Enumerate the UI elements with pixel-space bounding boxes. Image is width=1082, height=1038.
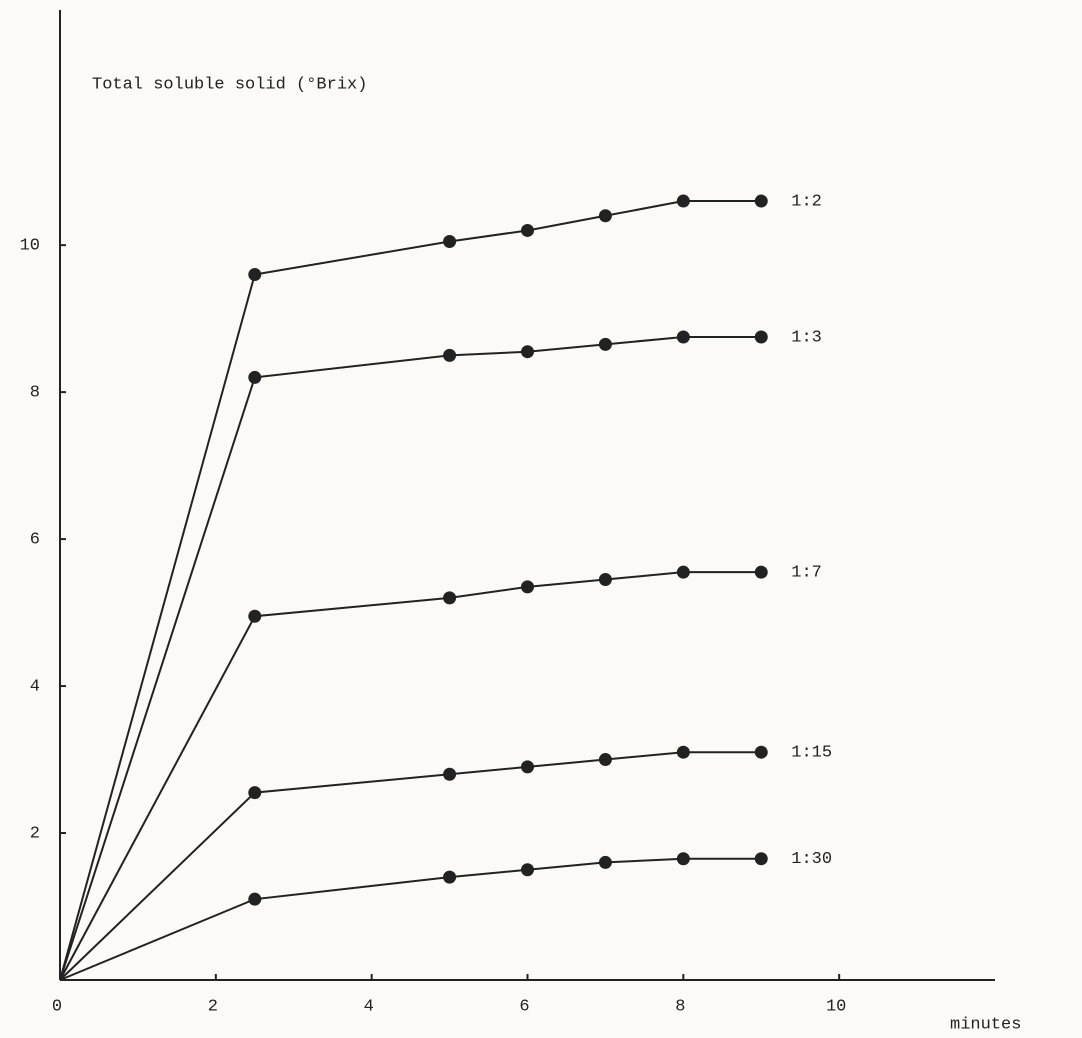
y-tick-label: 6 bbox=[30, 531, 40, 550]
data-point bbox=[443, 768, 456, 781]
data-point bbox=[677, 195, 690, 208]
y-tick-label: 10 bbox=[20, 237, 40, 256]
data-point bbox=[443, 871, 456, 884]
data-point bbox=[677, 566, 690, 579]
data-point bbox=[521, 760, 534, 773]
series-label: 1:15 bbox=[791, 744, 832, 763]
data-point bbox=[443, 235, 456, 248]
x-tick-label: 2 bbox=[208, 997, 218, 1016]
x-tick-label: 10 bbox=[826, 997, 846, 1016]
series-label: 1:3 bbox=[791, 328, 822, 347]
data-point bbox=[248, 893, 261, 906]
series-label: 1:7 bbox=[791, 564, 822, 583]
series-label: 1:30 bbox=[791, 850, 832, 869]
data-point bbox=[443, 349, 456, 362]
data-point bbox=[755, 852, 768, 865]
data-point bbox=[521, 863, 534, 876]
data-point bbox=[599, 338, 612, 351]
series-label: 1:2 bbox=[791, 193, 822, 212]
y-tick-label: 2 bbox=[30, 825, 40, 844]
x-axis-title: minutes bbox=[950, 1015, 1021, 1034]
series-line bbox=[60, 572, 761, 980]
data-point bbox=[755, 195, 768, 208]
page: {"chart_data": {"type": "line", "y_label… bbox=[0, 0, 1082, 1038]
series-line bbox=[60, 201, 761, 980]
data-point bbox=[599, 209, 612, 222]
series-line bbox=[60, 859, 761, 980]
data-point bbox=[599, 573, 612, 586]
series-line bbox=[60, 337, 761, 980]
data-point bbox=[677, 746, 690, 759]
data-point bbox=[521, 345, 534, 358]
data-point bbox=[755, 746, 768, 759]
data-point bbox=[248, 371, 261, 384]
data-point bbox=[248, 268, 261, 281]
data-point bbox=[248, 786, 261, 799]
data-point bbox=[755, 566, 768, 579]
data-point bbox=[599, 753, 612, 766]
data-point bbox=[521, 224, 534, 237]
x-tick-label: 4 bbox=[364, 997, 374, 1016]
x-tick-label: 0 bbox=[52, 997, 62, 1016]
data-point bbox=[677, 331, 690, 344]
data-point bbox=[443, 591, 456, 604]
data-point bbox=[248, 610, 261, 623]
data-point bbox=[677, 852, 690, 865]
x-tick-label: 6 bbox=[519, 997, 529, 1016]
y-axis-title: Total soluble solid (°Brix) bbox=[92, 75, 367, 94]
chart: Total soluble solid (°Brix) minutes 0 2 4 6… bbox=[0, 0, 1082, 1038]
data-point bbox=[521, 580, 534, 593]
data-point bbox=[599, 856, 612, 869]
data-point bbox=[755, 331, 768, 344]
series-line bbox=[60, 752, 761, 980]
x-tick-label: 8 bbox=[675, 997, 685, 1016]
y-tick-label: 4 bbox=[30, 678, 40, 697]
y-tick-label: 8 bbox=[30, 384, 40, 403]
